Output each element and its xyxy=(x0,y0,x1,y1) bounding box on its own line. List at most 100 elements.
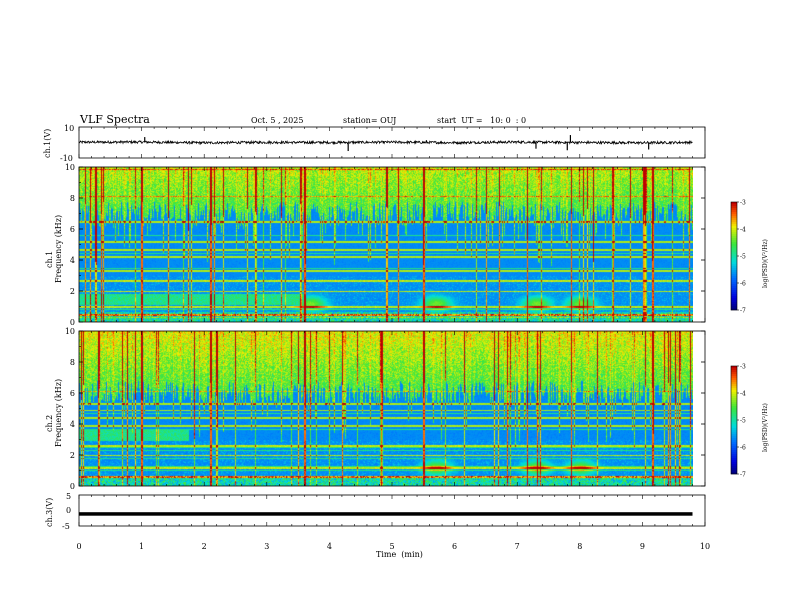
ch3-ytick-mid: 0 xyxy=(66,506,71,515)
time-tick-label: 5 xyxy=(389,542,394,551)
colorbar-segment xyxy=(731,270,737,273)
colorbar-segment xyxy=(731,272,737,275)
colorbar-segment xyxy=(731,412,737,415)
colorbar-tick-label: -5 xyxy=(740,254,746,261)
ch1-ylabel: ch.1(V) xyxy=(43,129,52,158)
colorbar-segment xyxy=(731,208,737,211)
colorbar-segment xyxy=(731,206,737,209)
colorbar-segment xyxy=(731,282,737,285)
colorbar-segment xyxy=(731,252,737,255)
ch3-waveform-panel: 5 0 -5 ch.3(V) xyxy=(45,492,706,531)
colorbar-segment xyxy=(731,220,737,223)
freq-tick-label: 0 xyxy=(70,482,75,491)
colorbar-segment xyxy=(731,276,737,279)
colorbar-segment xyxy=(731,244,737,247)
colorbar-segment xyxy=(731,376,737,379)
figure-title: VLF Spectra xyxy=(79,113,150,126)
colorbar-segment xyxy=(731,472,737,475)
ch1-spectrogram-panel: 0 2 4 6 8 10 ch.1 Frequency (kHz) -3 -4 -5 -6 -7 l… xyxy=(45,163,769,327)
colorbar-tick-label: -4 xyxy=(740,227,746,234)
colorbar-segment xyxy=(731,384,737,387)
colorbar-segment xyxy=(731,256,737,259)
colorbar-segment xyxy=(731,212,737,215)
colorbar-segment xyxy=(731,434,737,437)
ch1-spectrogram-freq-label: Frequency (kHz) xyxy=(54,215,63,283)
colorbar-segment xyxy=(731,286,737,289)
colorbar-segment xyxy=(731,426,737,429)
colorbar-segment xyxy=(731,264,737,267)
colorbar-segment xyxy=(731,390,737,393)
freq-tick-label: 4 xyxy=(70,256,75,265)
ch1-waveform-line xyxy=(78,139,693,146)
time-axis-label: Time (min) xyxy=(376,550,423,559)
colorbar-segment xyxy=(731,216,737,219)
colorbar-segment xyxy=(731,380,737,383)
ch1-spikes xyxy=(144,135,650,152)
freq-tick-label: 2 xyxy=(70,287,75,296)
colorbar-segment xyxy=(731,420,737,423)
colorbar-segment xyxy=(731,430,737,433)
ch1-spectrogram-ylabel: ch.1 xyxy=(45,251,54,268)
colorbar-segment xyxy=(731,254,737,257)
colorbar-segment xyxy=(731,428,737,431)
colorbar-segment xyxy=(731,416,737,419)
ch2-spectrogram-yticks: 0 2 4 6 8 10 xyxy=(65,327,705,491)
colorbar-segment xyxy=(731,374,737,377)
colorbar-segment xyxy=(731,202,737,205)
time-tick-label: 8 xyxy=(577,542,582,551)
colorbar-segment xyxy=(731,238,737,241)
colorbar-label: log(PSD)(V²/Hz) xyxy=(762,403,769,452)
ch3-waveform-frame xyxy=(78,494,706,527)
ch2-spectrogram-panel: 0 2 4 6 8 10 ch.2 Frequency (kHz) -3 -4 -5 -6 -7 l… xyxy=(45,327,769,491)
colorbar-segment xyxy=(731,290,737,293)
colorbar-segment xyxy=(731,268,737,271)
time-tick-label: 1 xyxy=(139,542,144,551)
colorbar-segment xyxy=(731,464,737,467)
colorbar-segment xyxy=(731,438,737,441)
colorbar-segment xyxy=(731,408,737,411)
colorbar-segment xyxy=(731,224,737,227)
colorbar-segment xyxy=(731,424,737,427)
colorbar-tick-label: -6 xyxy=(740,281,746,288)
ch2-spectrogram-image xyxy=(79,331,693,486)
colorbar-segment xyxy=(731,230,737,233)
colorbar-segment xyxy=(731,450,737,453)
colorbar-segment xyxy=(731,262,737,265)
colorbar-segment xyxy=(731,248,737,251)
colorbar-segment xyxy=(731,296,737,299)
colorbar-segment xyxy=(731,258,737,261)
colorbar-segment xyxy=(731,386,737,389)
colorbar-segment xyxy=(731,410,737,413)
colorbar-tick-label: -3 xyxy=(740,364,746,371)
colorbar-segment xyxy=(731,414,737,417)
colorbar-segment xyxy=(731,274,737,277)
colorbar-segment xyxy=(731,454,737,457)
freq-tick-label: 8 xyxy=(70,358,75,367)
freq-tick-label: 0 xyxy=(70,318,75,327)
freq-tick-label: 10 xyxy=(65,163,75,172)
colorbar-segment xyxy=(731,266,737,269)
colorbar-segment xyxy=(731,392,737,395)
colorbar-segment xyxy=(731,214,737,217)
colorbar-segment xyxy=(731,406,737,409)
colorbar-tick-label: -7 xyxy=(740,472,746,479)
ch3-ytick-bottom: -5 xyxy=(62,522,70,531)
colorbar-segment xyxy=(731,394,737,397)
colorbar-segment xyxy=(731,298,737,301)
colorbar-segment xyxy=(731,366,737,369)
colorbar-segment xyxy=(731,382,737,385)
time-tick-label: 10 xyxy=(700,542,710,551)
colorbar-segment xyxy=(731,432,737,435)
colorbar-segment xyxy=(731,242,737,245)
colorbar-segment xyxy=(731,246,737,249)
freq-tick-label: 8 xyxy=(70,194,75,203)
colorbar-segment xyxy=(731,400,737,403)
start-time-label: start UT = 10: 0 : 0 xyxy=(437,116,526,125)
colorbar-segment xyxy=(731,232,737,235)
station-label: station= OUJ xyxy=(343,116,396,125)
colorbar-segment xyxy=(731,288,737,291)
ch2-spectrogram-ylabel: ch.2 xyxy=(45,415,54,432)
colorbar-tick-label: -5 xyxy=(740,418,746,425)
time-tick-label: 4 xyxy=(327,542,332,551)
ch3-ylabel: ch.3(V) xyxy=(45,498,54,527)
